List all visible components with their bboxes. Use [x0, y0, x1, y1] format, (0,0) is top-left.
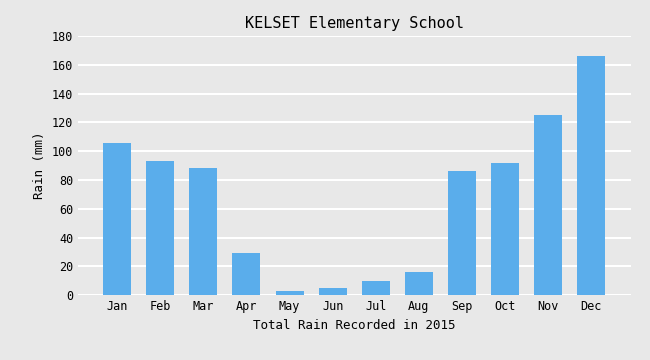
X-axis label: Total Rain Recorded in 2015: Total Rain Recorded in 2015: [253, 319, 456, 332]
Bar: [103, 143, 131, 295]
Bar: [318, 288, 346, 295]
Bar: [146, 161, 174, 295]
Bar: [189, 168, 217, 295]
Bar: [448, 171, 476, 295]
Y-axis label: Rain (mm): Rain (mm): [33, 132, 46, 199]
Bar: [276, 291, 304, 295]
Bar: [362, 281, 390, 295]
Bar: [491, 163, 519, 295]
Title: KELSET Elementary School: KELSET Elementary School: [245, 16, 463, 31]
Bar: [534, 115, 562, 295]
Bar: [233, 253, 261, 295]
Bar: [577, 56, 605, 295]
Bar: [405, 272, 433, 295]
